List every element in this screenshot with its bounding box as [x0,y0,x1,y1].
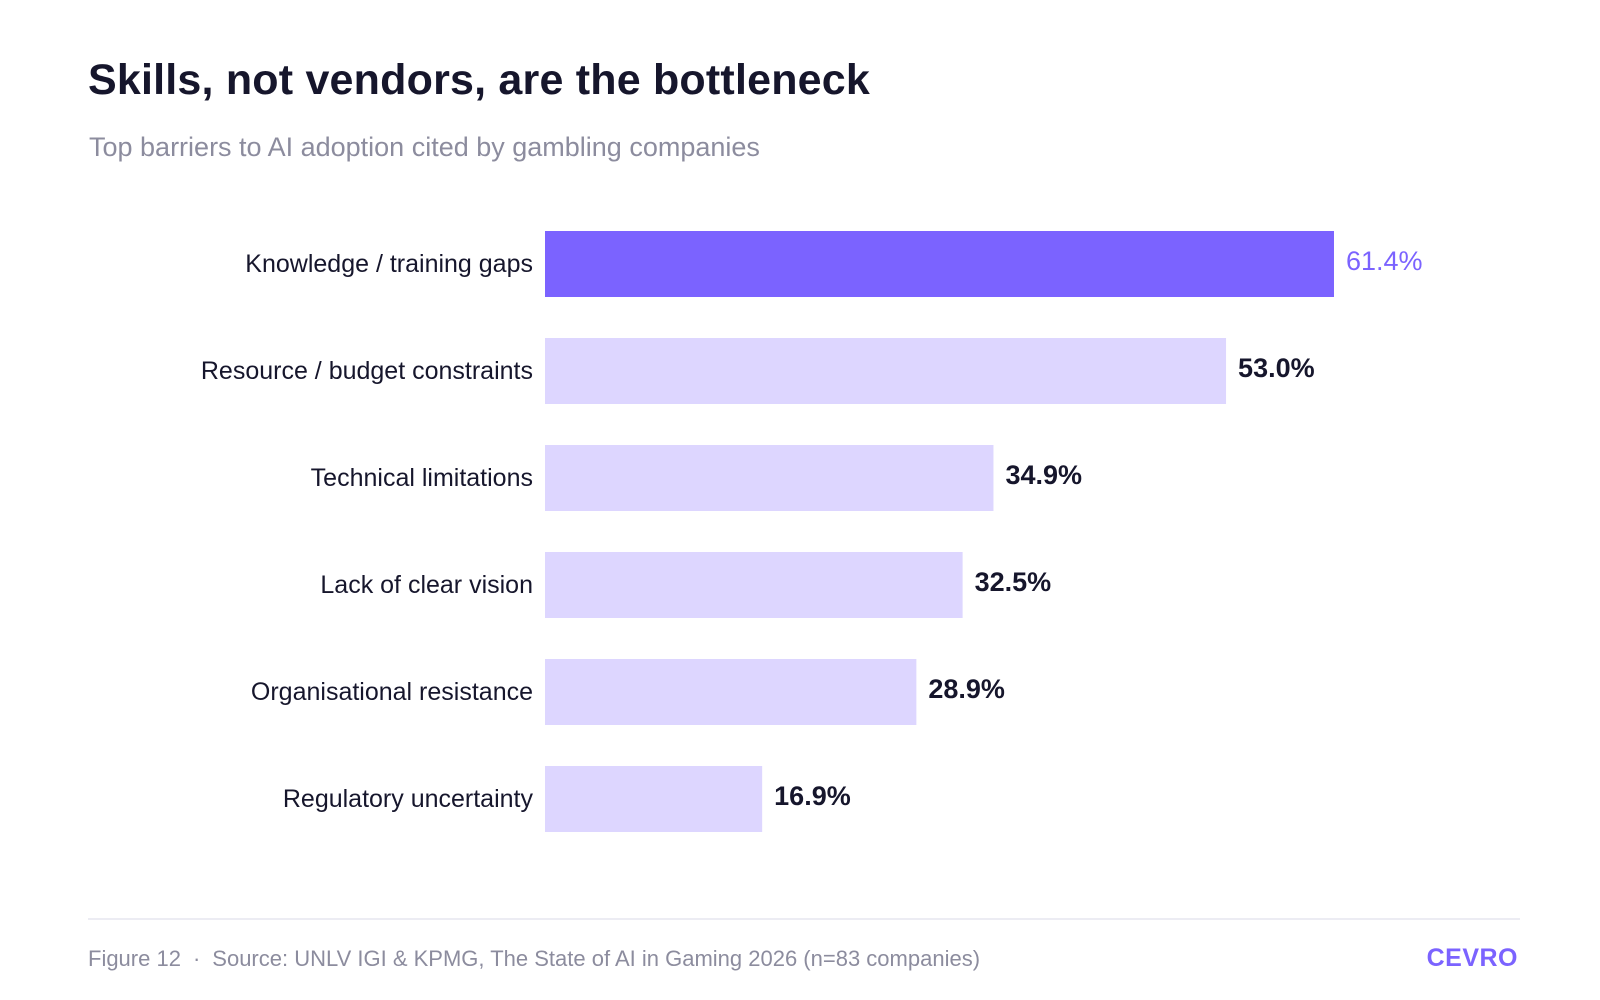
bar-2 [545,445,994,511]
bar-4 [545,659,917,725]
category-label: Regulatory uncertainty [283,785,534,813]
footer-divider [88,918,1520,920]
brand-logo: CEVRO [1426,944,1518,972]
chart-title: Skills, not vendors, are the bottleneck [88,56,871,104]
bar-1 [545,338,1227,404]
value-label: 34.9% [1005,460,1082,490]
value-label: 61.4% [1346,246,1423,276]
chart-footer: Figure 12 · Source: UNLV IGI & KPMG, The S… [88,946,980,972]
bar-chart: Knowledge / training gaps 61.4% Resource /… [201,231,1423,832]
figure-number: Figure 12 [88,946,181,971]
value-label: 53.0% [1238,353,1315,383]
footer-separator: · [192,946,201,971]
category-label: Technical limitations [311,464,533,492]
value-label: 32.5% [975,567,1052,597]
source-note: Source: UNLV IGI & KPMG, The State of AI… [212,946,981,971]
category-label: Resource / budget constraints [201,357,533,385]
bar-3 [545,552,963,618]
chart-subtitle: Top barriers to AI adoption cited by gam… [89,132,760,162]
category-label: Organisational resistance [251,678,533,706]
value-label: 28.9% [928,674,1005,704]
bar-0 [545,231,1334,297]
category-label: Lack of clear vision [320,571,533,599]
category-label: Knowledge / training gaps [245,250,533,278]
value-label: 16.9% [774,781,851,811]
bar-5 [545,766,763,832]
